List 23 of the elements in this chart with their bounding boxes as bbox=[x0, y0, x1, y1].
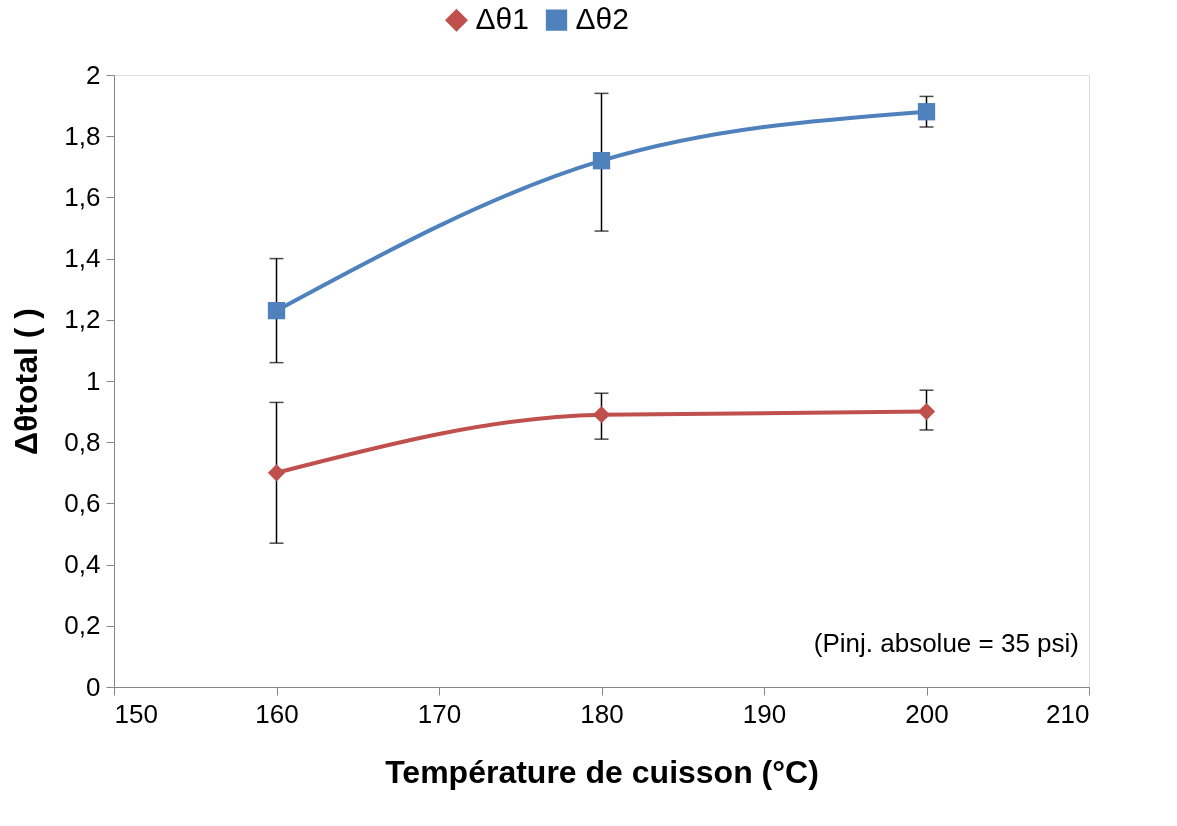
x-tick-label: 200 bbox=[905, 698, 949, 729]
y-tick-label: 0 bbox=[86, 671, 101, 702]
y-tick-label: 1,8 bbox=[64, 120, 101, 151]
y-axis-title: Δθtotal ( ) bbox=[8, 308, 45, 455]
y-tick-label: 0,6 bbox=[64, 487, 101, 518]
y-tick-label: 1,4 bbox=[64, 243, 101, 274]
y-tick-label: 1 bbox=[86, 365, 101, 396]
y-tick-label: 0,2 bbox=[64, 610, 101, 641]
x-tick-label: 160 bbox=[255, 698, 299, 729]
y-tick-label: 0,8 bbox=[64, 426, 101, 457]
y-tick-label: 1,6 bbox=[64, 181, 101, 212]
y-tick-label: 1,2 bbox=[64, 304, 101, 335]
y-tick-label: 2 bbox=[86, 59, 101, 90]
y-tick-label: 0,4 bbox=[64, 549, 101, 580]
x-tick-label: 210 bbox=[1046, 698, 1090, 729]
x-axis-title: Température de cuisson (°C) bbox=[385, 753, 819, 790]
x-tick-label: 150 bbox=[114, 698, 158, 729]
x-tick-label: 180 bbox=[580, 698, 624, 729]
x-tick-label: 190 bbox=[742, 698, 787, 729]
legend-label: Δθ2 bbox=[575, 2, 629, 36]
annotation: (Pinj. absolue = 35 psi) bbox=[813, 628, 1079, 658]
x-tick-label: 170 bbox=[417, 698, 462, 729]
legend-label: Δθ1 bbox=[475, 2, 529, 36]
